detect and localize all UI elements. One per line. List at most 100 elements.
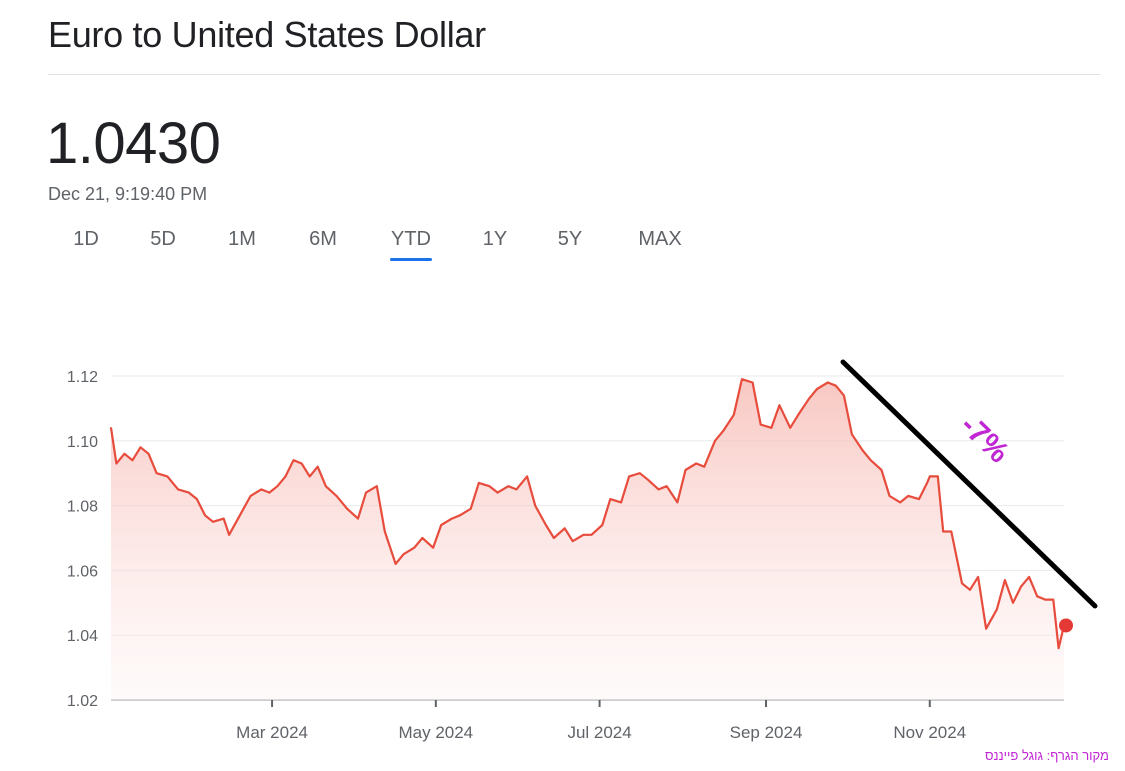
data-point (276, 485, 279, 488)
price-timestamp: Dec 21, 9:19:40 PM (48, 184, 208, 204)
tab-1y[interactable]: 1Y (482, 228, 508, 250)
data-point (478, 482, 480, 484)
y-tick-label: 1.04 (67, 628, 98, 645)
data-point (335, 495, 338, 497)
data-point (147, 453, 150, 455)
data-point (808, 397, 810, 400)
data-point (451, 517, 453, 520)
data-point (609, 498, 612, 500)
data-point (204, 514, 206, 517)
data-point (440, 524, 443, 526)
x-tick-label: Jul 2024 (567, 723, 631, 742)
tab-1m[interactable]: 1M (228, 228, 256, 250)
data-point (1020, 585, 1022, 588)
x-tick-label: Sep 2024 (730, 723, 803, 742)
data-point (212, 521, 214, 523)
x-tick-label: Nov 2024 (893, 723, 966, 742)
data-point (402, 553, 405, 555)
data-point (268, 491, 271, 494)
data-point (308, 475, 311, 478)
data-point (647, 478, 649, 481)
data-point (365, 491, 367, 494)
data-point (394, 563, 397, 565)
x-tick-label: Mar 2024 (236, 723, 308, 742)
tab-5d[interactable]: 5D (150, 228, 176, 250)
data-point (797, 414, 799, 416)
data-point (357, 517, 359, 520)
data-point (888, 495, 891, 497)
data-point (926, 482, 928, 484)
y-tick-label: 1.02 (67, 693, 98, 710)
data-point (985, 627, 987, 630)
data-point (346, 508, 349, 510)
data-point (937, 475, 939, 478)
data-point (639, 472, 641, 475)
tab-5y[interactable]: 5Y (557, 228, 583, 250)
data-point (526, 475, 528, 478)
data-point (139, 446, 142, 449)
data-point (469, 508, 472, 510)
data-point (507, 485, 510, 488)
data-point (1028, 576, 1030, 578)
data-point (260, 488, 263, 491)
data-point (977, 576, 979, 578)
data-point (376, 485, 378, 488)
tab-6m[interactable]: 6M (309, 228, 337, 250)
data-point (563, 527, 566, 530)
data-point (582, 534, 585, 536)
data-point (770, 427, 773, 429)
data-point (300, 462, 303, 465)
data-point (969, 589, 971, 591)
data-point (996, 608, 998, 611)
data-point (684, 469, 687, 471)
data-point (228, 534, 230, 536)
active-tab-indicator (390, 258, 432, 261)
data-point (869, 459, 872, 462)
data-point (741, 378, 743, 381)
data-point (778, 404, 781, 407)
data-point (1057, 647, 1060, 649)
data-point (657, 488, 660, 491)
x-tick-label: May 2024 (398, 723, 473, 742)
data-point (413, 546, 416, 549)
data-point (1036, 595, 1038, 598)
data-point (714, 440, 716, 442)
tab-1d[interactable]: 1D (73, 228, 99, 250)
data-point (899, 501, 901, 504)
data-point (222, 517, 225, 520)
data-point (880, 469, 883, 471)
data-point (177, 488, 179, 491)
y-tick-label: 1.06 (67, 563, 98, 580)
data-point (131, 459, 134, 462)
data-point (110, 427, 112, 429)
data-point (166, 475, 169, 478)
data-point (1012, 602, 1014, 604)
trend-line (840, 359, 1098, 609)
data-point (942, 530, 944, 533)
data-point (628, 475, 630, 478)
data-point (115, 462, 118, 465)
current-value-marker[interactable] (1059, 618, 1073, 633)
data-point (432, 546, 434, 549)
data-point (545, 524, 547, 526)
data-point (929, 475, 931, 478)
data-point (590, 534, 593, 536)
data-point (665, 485, 668, 488)
data-point (515, 488, 518, 491)
data-point (907, 495, 910, 497)
data-point (384, 530, 386, 533)
data-point (950, 530, 953, 533)
data-point (918, 498, 920, 500)
tab-ytd[interactable]: YTD (390, 228, 432, 261)
chart-source-note: מקור הגרף: גוגל פייננס (985, 748, 1109, 763)
tab-max[interactable]: MAX (638, 228, 682, 250)
data-point (843, 394, 845, 397)
data-point (789, 427, 791, 429)
data-point (155, 472, 158, 475)
data-point (703, 465, 706, 468)
current-price: 1.0430 (46, 111, 221, 176)
y-tick-label: 1.12 (67, 369, 98, 386)
series-area (111, 379, 1064, 700)
data-point (620, 501, 622, 504)
